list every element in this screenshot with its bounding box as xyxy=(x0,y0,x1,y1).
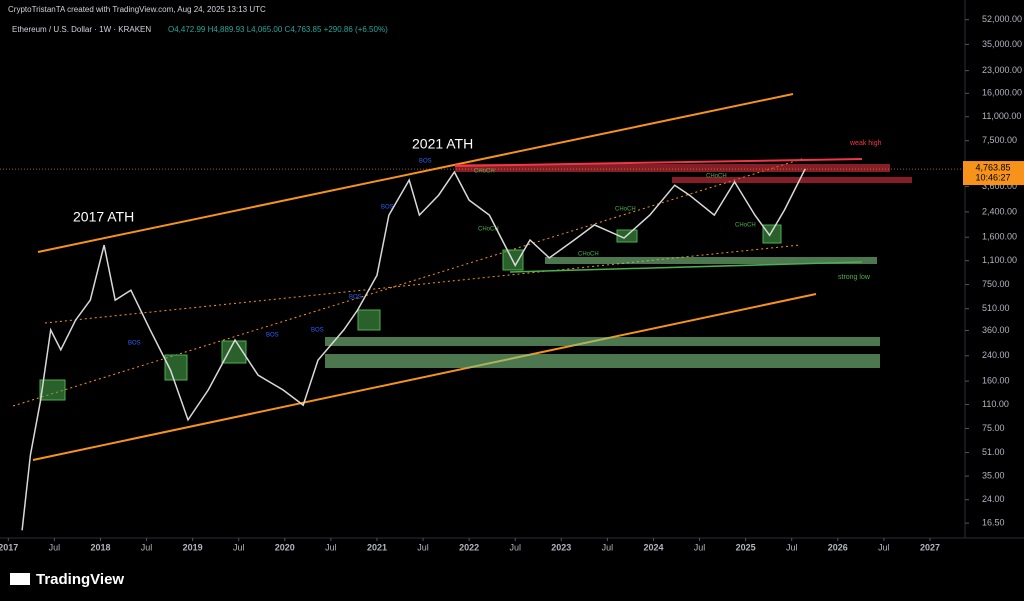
annotation: strong low xyxy=(838,274,871,281)
price-tag-label: 4,763.85 xyxy=(975,162,1010,172)
y-tick-label: 24.00 xyxy=(982,494,1005,504)
annotation: BOS xyxy=(311,328,324,334)
order-block xyxy=(357,309,381,331)
y-tick-label: 110.00 xyxy=(982,399,1009,409)
annotation: CHoCH xyxy=(578,252,599,258)
y-tick-label: 160.00 xyxy=(982,375,1010,385)
credit: CryptoTristanTA created with TradingView… xyxy=(8,5,266,14)
countdown: 10:46:27 xyxy=(975,172,1010,182)
x-tick-label: 2021 xyxy=(367,542,387,552)
annotation: CHoCH xyxy=(706,174,727,180)
channel-lower xyxy=(32,293,817,461)
brand: TradingView xyxy=(36,571,124,588)
channel-mid xyxy=(12,157,806,407)
x-tick-label: 2027 xyxy=(920,542,940,552)
brand-logo xyxy=(10,573,30,585)
y-tick-label: 360.00 xyxy=(982,325,1010,335)
y-tick-label: 75.00 xyxy=(982,423,1005,433)
annotation: BOS xyxy=(381,205,394,211)
y-tick-label: 240.00 xyxy=(982,350,1010,360)
ohlc: O4,472.99 H4,889.93 L4,065.00 C4,763.85 … xyxy=(168,25,388,34)
annotation: CHoCH xyxy=(474,169,495,175)
y-tick-label: 1,600.00 xyxy=(982,232,1017,242)
y-tick-label: 52,000.00 xyxy=(982,14,1022,24)
weak-high-line xyxy=(454,158,863,167)
channel-mid xyxy=(44,244,801,324)
y-tick-label: 3,600.00 xyxy=(982,181,1017,191)
y-tick-label: 16.50 xyxy=(982,517,1005,527)
x-tick-label: Jul xyxy=(141,542,153,552)
supply-zone xyxy=(672,177,912,183)
y-tick-label: 510.00 xyxy=(982,303,1010,313)
x-tick-label: 2024 xyxy=(643,542,663,552)
x-tick-label: 2019 xyxy=(183,542,203,552)
y-tick-label: 2,400.00 xyxy=(982,206,1017,216)
y-tick-label: 23,000.00 xyxy=(982,65,1022,75)
strong-low-line xyxy=(509,261,863,273)
y-tick-label: 51.00 xyxy=(982,447,1005,457)
price-tag xyxy=(963,161,1024,186)
x-tick-label: Jul xyxy=(233,542,245,552)
annotation: 2017 ATH xyxy=(73,209,134,225)
x-tick-label: Jul xyxy=(49,542,61,552)
x-tick-label: 2022 xyxy=(459,542,479,552)
annotation: weak high xyxy=(849,140,882,147)
y-tick-label: 35.00 xyxy=(982,470,1005,480)
order-block xyxy=(762,224,782,244)
x-tick-label: Jul xyxy=(694,542,706,552)
annotation: BOS xyxy=(266,333,279,339)
price-line xyxy=(21,168,807,531)
channel-upper xyxy=(37,93,794,253)
y-tick-label: 35,000.00 xyxy=(982,39,1022,49)
y-tick-label: 750.00 xyxy=(982,279,1010,289)
x-tick-label: 2026 xyxy=(828,542,848,552)
demand-zone xyxy=(545,257,877,264)
x-tick-label: Jul xyxy=(602,542,614,552)
x-tick-label: Jul xyxy=(509,542,521,552)
y-tick-label: 11,000.00 xyxy=(982,111,1021,121)
x-tick-label: 2025 xyxy=(736,542,756,552)
annotation: CHoCH xyxy=(735,223,756,229)
x-tick-label: Jul xyxy=(786,542,798,552)
y-tick-label: 1,100.00 xyxy=(982,255,1017,265)
annotation: CHoCH xyxy=(478,227,499,233)
x-tick-label: Jul xyxy=(325,542,337,552)
x-tick-label: Jul xyxy=(878,542,890,552)
order-block xyxy=(39,379,66,401)
supply-zone xyxy=(455,164,890,172)
annotation: BOS xyxy=(349,295,362,301)
demand-zone xyxy=(325,354,880,368)
symbol-title: Ethereum / U.S. Dollar · 1W · KRAKEN xyxy=(12,25,151,34)
annotation: CHoCH xyxy=(615,207,636,213)
order-block xyxy=(164,354,188,381)
demand-zone xyxy=(325,337,880,346)
x-tick-label: 2018 xyxy=(90,542,110,552)
annotation: BOS xyxy=(419,159,432,165)
x-tick-label: 2020 xyxy=(275,542,295,552)
annotation: BOS xyxy=(128,341,141,347)
annotation: 2021 ATH xyxy=(412,136,473,152)
x-tick-label: Jul xyxy=(417,542,429,552)
x-tick-label: 2017 xyxy=(0,542,18,552)
y-tick-label: 7,500.00 xyxy=(982,135,1017,145)
x-tick-label: 2023 xyxy=(551,542,571,552)
y-tick-label: 16,000.00 xyxy=(982,88,1022,98)
